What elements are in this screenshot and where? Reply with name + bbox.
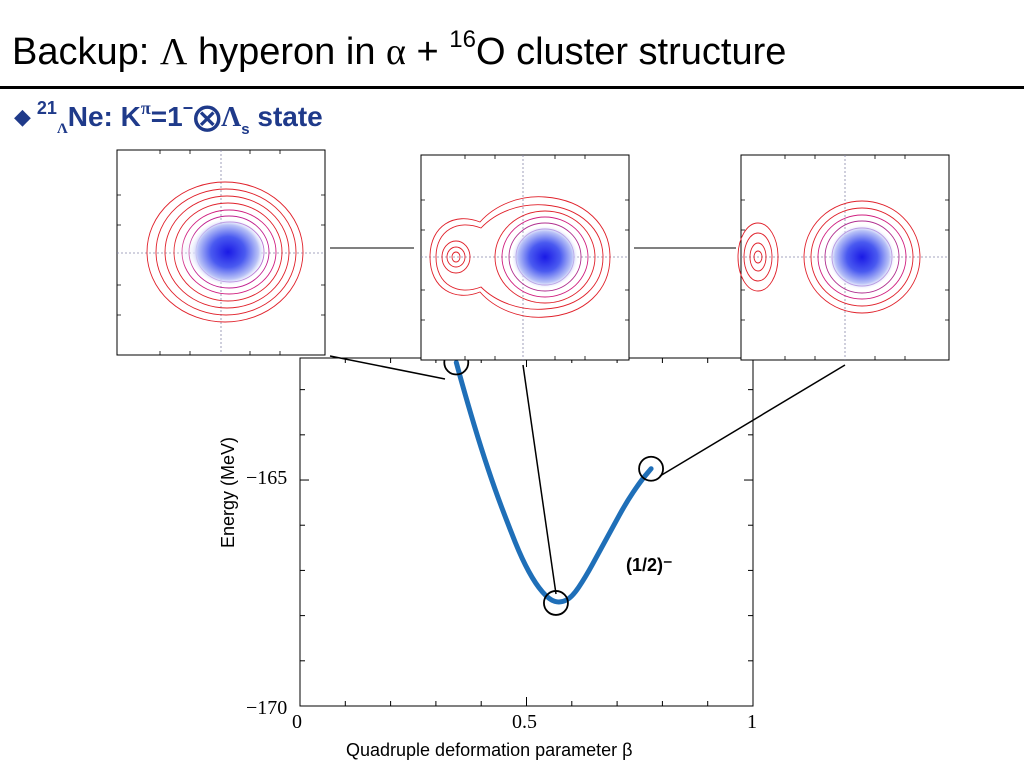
title-mid: hyperon in <box>187 31 387 73</box>
title-alpha: α <box>386 31 406 73</box>
density-inset-1 <box>116 149 326 356</box>
x-axis-label: Quadruple deformation parameter β <box>346 740 633 760</box>
title-rule <box>0 86 1024 89</box>
bullet-diamond-icon: ◆ <box>14 104 31 129</box>
state-annotation: (1/2)⁻ <box>626 555 673 575</box>
title-mass: 16 <box>449 26 476 53</box>
density-inset-3 <box>737 154 950 361</box>
title-lambda: Λ <box>159 31 188 73</box>
energy-curve-line <box>453 360 654 605</box>
sub-ne: Ne: K <box>67 101 141 132</box>
sub-lambda: Λ <box>56 121 68 137</box>
title-plus: + <box>405 31 450 73</box>
sub-mass: 21 <box>36 98 57 118</box>
connector-line-3 <box>659 364 846 477</box>
density-inset-2 <box>420 154 630 361</box>
highlight-marker-3 <box>638 455 664 482</box>
sub-state: state <box>249 101 323 132</box>
axis-ticks <box>299 358 754 707</box>
sub-lambda2: Λ <box>221 102 242 133</box>
sub-pi: π <box>140 98 151 118</box>
sub-s: s <box>241 121 250 138</box>
plot-frame <box>299 357 754 707</box>
xtick-label-0: 0 <box>292 711 302 733</box>
slide-title: Backup: Λ hyperon in α + 16O cluster str… <box>12 26 787 74</box>
ytick-label-165: −165 <box>246 467 287 489</box>
sub-eq: =1 <box>150 101 183 132</box>
sub-otimes: ⨂ <box>193 101 222 132</box>
title-prefix: Backup: <box>12 31 160 73</box>
connector-line-1 <box>329 355 446 380</box>
y-axis-label: Energy (MeV) <box>218 437 238 548</box>
xtick-label-1: 1 <box>747 711 757 733</box>
ytick-label-170: −170 <box>246 697 287 719</box>
xtick-label-05: 0.5 <box>512 711 537 733</box>
connector-line-2 <box>522 364 557 595</box>
title-suffix: O cluster structure <box>475 31 787 73</box>
slide-subtitle: ◆ 21ΛNe: Kπ=1−⨂Λs state <box>14 98 323 138</box>
sub-minus: − <box>182 98 194 118</box>
